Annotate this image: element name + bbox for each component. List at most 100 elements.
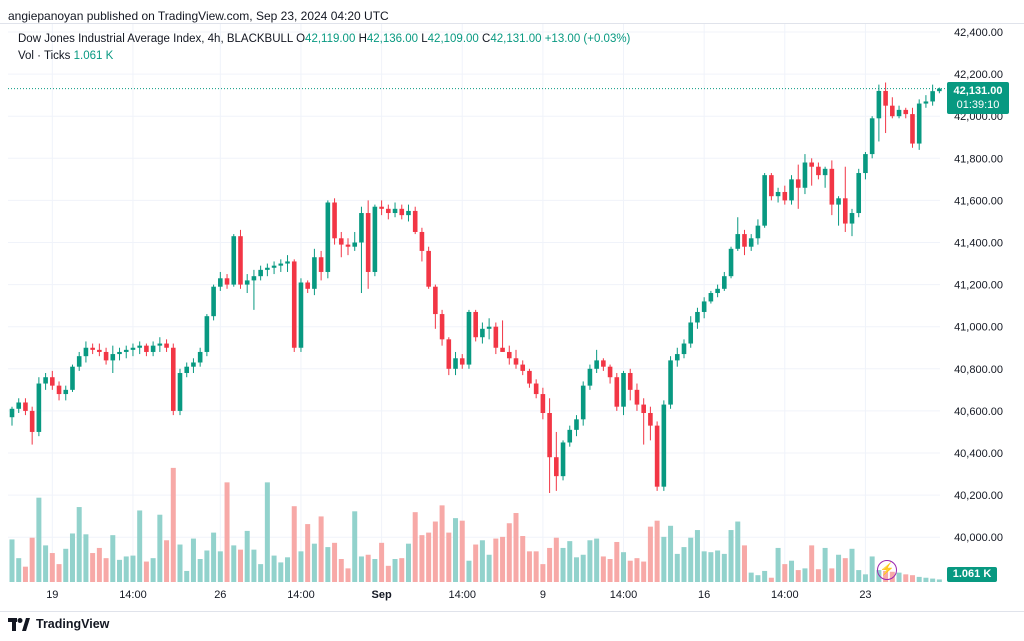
- volume-bar: [815, 569, 821, 582]
- candle-body: [406, 210, 411, 216]
- candle-body: [903, 109, 909, 115]
- candle-body: [56, 385, 62, 395]
- volume-bar: [567, 541, 573, 582]
- volume-bar: [311, 543, 317, 582]
- candle-body: [386, 208, 391, 214]
- volume-bar: [258, 564, 264, 582]
- change-value: +13.00 (+0.03%): [544, 33, 631, 45]
- volume-bar: [96, 547, 102, 582]
- volume-bar: [399, 558, 405, 582]
- candle-body: [103, 351, 109, 361]
- x-tick-label: Sep: [372, 589, 392, 601]
- volume-bar: [271, 555, 277, 582]
- candle-body: [809, 162, 814, 167]
- candle-body: [849, 213, 855, 224]
- candle-body: [318, 257, 324, 272]
- candle-body: [9, 408, 15, 418]
- candle-body: [144, 345, 149, 352]
- candle-body: [681, 343, 687, 355]
- volume-bar: [728, 530, 734, 582]
- volume-bar: [775, 547, 781, 582]
- candle-body: [842, 198, 848, 224]
- volume-bar: [520, 536, 526, 582]
- volume-bar: [405, 543, 411, 582]
- volume-bar: [500, 536, 506, 582]
- volume-bar: [204, 550, 210, 582]
- volume-bar: [789, 560, 795, 582]
- volume-bar: [69, 533, 75, 582]
- candle-body: [137, 345, 142, 348]
- candle-body: [856, 173, 862, 214]
- candle-body: [412, 210, 418, 232]
- candle-body: [278, 263, 284, 266]
- x-tick-label: 19: [46, 589, 58, 601]
- volume-bar: [681, 547, 687, 582]
- close-label: C: [482, 33, 491, 45]
- volume-bar: [782, 564, 788, 582]
- candle-body: [674, 354, 680, 361]
- volume-bar: [621, 552, 627, 582]
- volume-bar: [748, 572, 754, 582]
- candle-body: [231, 236, 237, 285]
- volume-bar: [809, 545, 815, 582]
- volume-bar: [540, 564, 546, 582]
- volume-bar: [412, 512, 418, 582]
- y-tick-label: 41,200.00: [954, 280, 1003, 292]
- volume-bar: [9, 539, 15, 582]
- candle-body: [459, 358, 465, 365]
- volume-label: Vol · Ticks: [18, 50, 71, 62]
- tradingview-logo-icon: [8, 617, 30, 631]
- candle-body: [775, 191, 781, 197]
- volume-bar: [419, 535, 425, 582]
- volume-bar: [493, 538, 499, 582]
- candle-body: [486, 326, 492, 329]
- candle-body: [506, 351, 512, 359]
- volume-bar: [170, 467, 176, 582]
- candle-body: [701, 301, 707, 312]
- candle-body: [36, 383, 42, 432]
- volume-bar: [446, 532, 452, 582]
- candle-body: [896, 109, 902, 117]
- candle-body: [352, 242, 358, 247]
- y-tick-label: 40,400.00: [954, 448, 1003, 460]
- candle-body: [63, 389, 69, 395]
- volume-bar: [36, 497, 42, 582]
- candle-body: [271, 265, 277, 268]
- candle-body: [453, 358, 458, 369]
- candle-body: [722, 276, 727, 289]
- candle-body: [816, 166, 821, 176]
- candle-body: [890, 105, 895, 117]
- symbol-title: Dow Jones Industrial Average Index, 4h, …: [18, 33, 293, 45]
- candle-body: [97, 349, 102, 352]
- footer-brand[interactable]: TradingView: [8, 617, 109, 631]
- candle-body: [560, 442, 566, 477]
- close-value: 42,131.00: [490, 33, 542, 45]
- candle-body: [433, 286, 438, 315]
- volume-bar: [332, 542, 338, 582]
- candle-body: [654, 425, 660, 487]
- candle-body: [607, 366, 613, 378]
- volume-bar: [634, 558, 640, 582]
- candle-body: [359, 213, 364, 243]
- volume-bar: [143, 561, 149, 582]
- volume-bar: [668, 525, 674, 582]
- candle-body: [594, 360, 599, 369]
- y-tick-label: 40,600.00: [954, 406, 1003, 418]
- candle-body: [50, 377, 55, 386]
- candle-body: [762, 175, 767, 226]
- low-label: L: [421, 33, 428, 45]
- candle-body: [251, 276, 257, 281]
- candle-body: [184, 366, 190, 374]
- x-tick-label: 23: [859, 589, 871, 601]
- volume-bar: [305, 524, 311, 582]
- volume-bar: [90, 553, 96, 582]
- candle-body: [520, 364, 526, 371]
- volume-bar: [217, 551, 223, 582]
- x-tick-label: 14:00: [119, 589, 147, 601]
- volume-bar: [29, 537, 35, 582]
- candle-body: [218, 278, 223, 287]
- candle-body: [755, 225, 761, 239]
- lightning-icon[interactable]: ⚡: [877, 560, 897, 580]
- candle-body: [493, 326, 499, 348]
